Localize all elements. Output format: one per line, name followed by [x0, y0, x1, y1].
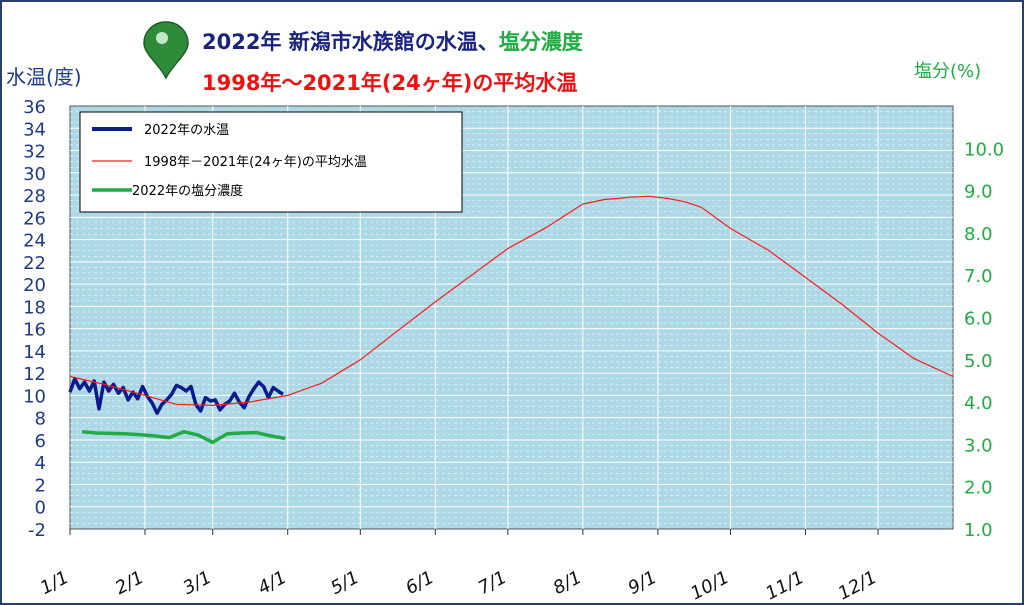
- pin-icon: [143, 21, 189, 80]
- x-tick-label: 8/1: [550, 567, 585, 599]
- left-tick-label: 12: [23, 364, 46, 385]
- x-tick-label: 3/1: [180, 567, 215, 599]
- legend: 2022年の水温 1998年－2021年(24ヶ年)の平均水温 2022年の塩分…: [79, 111, 463, 213]
- right-tick-label: 2.0: [964, 478, 993, 499]
- right-axis-label: 塩分(%): [914, 61, 981, 82]
- x-tick-label: 1/1: [37, 567, 72, 599]
- legend-label-water-2022: 2022年の水温: [144, 123, 229, 138]
- x-tick-label: 2/1: [112, 567, 147, 599]
- left-tick-label: 28: [23, 186, 46, 207]
- right-tick-label: 4.0: [964, 393, 993, 414]
- x-tick-label: 5/1: [327, 567, 362, 599]
- left-tick-label: 36: [23, 97, 46, 118]
- left-axis-label: 水温(度): [6, 65, 82, 89]
- right-tick-label: 5.0: [964, 351, 993, 372]
- left-tick-label: 26: [23, 208, 46, 229]
- title-line2: 1998年～2021年(24ヶ年)の平均水温: [202, 71, 577, 95]
- right-tick-label: 9.0: [964, 182, 993, 203]
- legend-label-salinity: 2022年の塩分濃度: [132, 183, 243, 199]
- x-tick-label: 7/1: [475, 567, 510, 599]
- right-tick-label: 1.0: [964, 520, 993, 541]
- right-tick-label: 8.0: [964, 224, 993, 245]
- left-tick-label: 30: [23, 164, 46, 185]
- legend-box: [79, 111, 463, 213]
- left-tick-label: 18: [23, 297, 46, 318]
- title-line1-blue: 2022年 新潟市水族館の水温、: [202, 30, 499, 54]
- left-tick-label: 20: [23, 275, 46, 296]
- left-tick-label: 34: [23, 119, 46, 140]
- x-tick-label: 4/1: [255, 567, 290, 599]
- left-tick-label: 22: [23, 253, 46, 274]
- left-tick-label: 24: [23, 231, 46, 252]
- left-tick-label: 32: [23, 142, 46, 163]
- left-tick-label: 4: [35, 453, 46, 474]
- left-tick-label: 8: [35, 409, 46, 430]
- x-tick-label: 9/1: [625, 567, 660, 599]
- left-tick-label: -2: [28, 520, 46, 541]
- right-tick-label: 6.0: [964, 309, 993, 330]
- left-tick-label: 6: [35, 431, 46, 452]
- left-tick-label: 0: [35, 498, 46, 519]
- grid: [70, 106, 953, 529]
- right-tick-label: 7.0: [964, 266, 993, 287]
- x-tick-label: 12/1: [835, 567, 881, 603]
- title-line1-green: 塩分濃度: [499, 30, 583, 54]
- svg-text:2022年 新潟市水族館の水温、塩分濃度: 2022年 新潟市水族館の水温、塩分濃度: [202, 30, 583, 54]
- right-tick-label: 10.0: [964, 139, 1004, 160]
- left-tick-label: 10: [23, 386, 46, 407]
- right-tick-label: 3.0: [964, 435, 993, 456]
- left-tick-label: 2: [35, 475, 46, 496]
- series-salinity: [81, 429, 286, 445]
- x-tick-label: 10/1: [687, 567, 733, 603]
- left-tick-label: 14: [23, 342, 46, 363]
- series-avg-water: [69, 195, 954, 406]
- legend-label-avg-water: 1998年－2021年(24ヶ年)の平均水温: [144, 155, 367, 170]
- series-group: [68, 195, 954, 445]
- x-axis: 1/1 2/1 3/1 4/1 5/1 6/1 7/1 8/1 9/1 10/1 11/1 12/1: [37, 529, 880, 603]
- left-tick-label: 16: [23, 320, 46, 341]
- title-block: 2022年 新潟市水族館の水温、塩分濃度 1998年～2021年(24ヶ年)の平…: [143, 21, 583, 95]
- x-tick-label: 11/1: [762, 567, 808, 603]
- x-tick-label: 6/1: [402, 567, 437, 599]
- right-axis: 1.0 2.0 3.0 4.0 5.0 6.0 7.0 8.0 9.0 10.0: [964, 139, 1004, 541]
